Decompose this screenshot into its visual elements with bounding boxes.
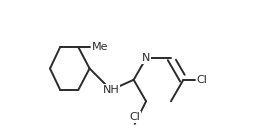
- Text: Cl: Cl: [129, 112, 140, 122]
- Text: Cl: Cl: [197, 75, 207, 85]
- Text: Me: Me: [92, 42, 108, 52]
- Text: NH: NH: [103, 85, 119, 95]
- Text: N: N: [142, 53, 150, 63]
